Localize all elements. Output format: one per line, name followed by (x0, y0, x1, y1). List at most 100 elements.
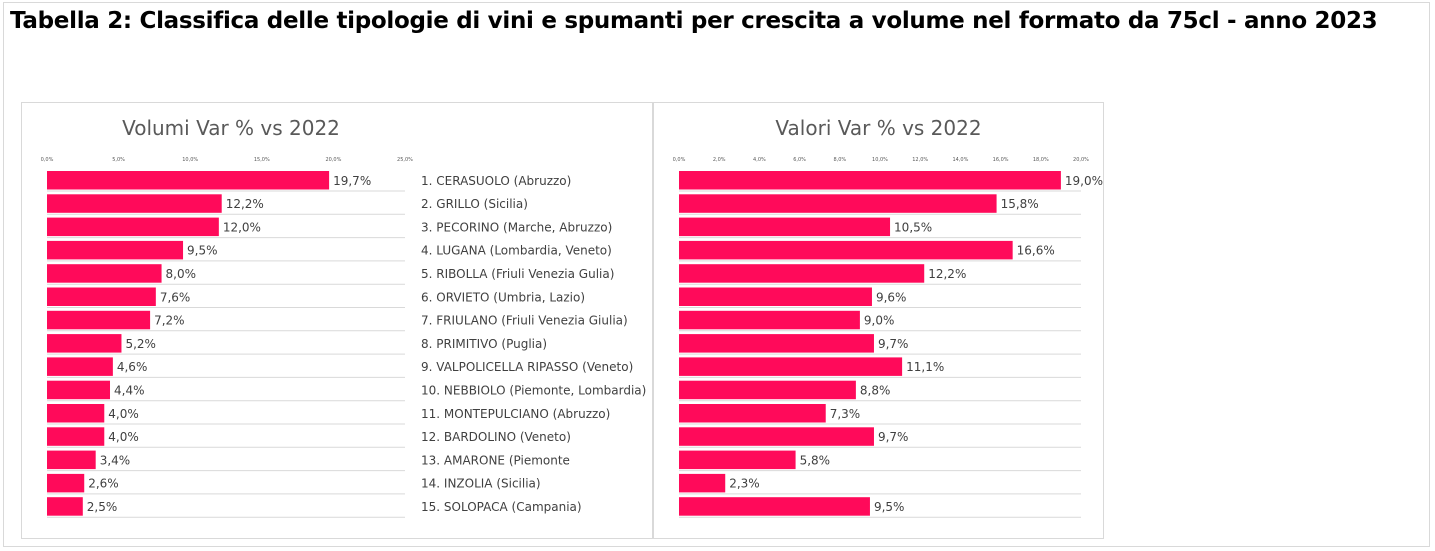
category-label: 11. MONTEPULCIANO (Abruzzo) (421, 407, 610, 421)
chart-title-valori: Valori Var % vs 2022 (775, 116, 982, 140)
bar (47, 357, 113, 376)
category-label: 15. SOLOPACA (Campania) (421, 500, 582, 514)
x-tick-label: 18,0% (1033, 157, 1049, 163)
data-label: 9,5% (187, 244, 218, 258)
bar (47, 450, 96, 470)
page-title: Tabella 2: Classifica delle tipologie di… (10, 8, 1378, 34)
category-label: 6. ORVIETO (Umbria, Lazio) (421, 290, 585, 304)
category-label: 2. GRILLO (Sicilia) (421, 197, 528, 211)
category-label: 4. LUGANA (Lombardia, Veneto) (421, 244, 612, 258)
category-label: 5. RIBOLLA (Friuli Venezia Gulia) (421, 267, 614, 281)
x-tick-label: 6,0% (793, 157, 806, 163)
x-tick-label: 10,0% (872, 157, 888, 163)
bar (47, 194, 222, 213)
data-label: 2,3% (729, 477, 760, 491)
bar (47, 380, 111, 400)
data-label: 4,0% (108, 430, 139, 444)
data-label: 8,8% (860, 383, 891, 397)
category-label: 1. CERASUOLO (Abruzzo) (421, 174, 571, 188)
bar (679, 240, 1013, 260)
x-tick-label: 15,0% (254, 157, 270, 163)
data-label: 12,2% (928, 267, 966, 281)
x-tick-label: 4,0% (753, 157, 766, 163)
chart-valori: 0,0% 2,0% 4,0% 6,0% 8,0% 10,0% 12,0% 14,0% 16,0%… (673, 157, 1103, 518)
bar (47, 334, 122, 353)
category-label: 12. BARDOLINO (Veneto) (421, 430, 571, 444)
data-label: 9,7% (878, 337, 909, 351)
data-label: 9,0% (864, 314, 895, 328)
data-label: 9,6% (876, 290, 907, 304)
bar (47, 310, 151, 330)
bar (679, 194, 997, 213)
bar (679, 217, 891, 237)
chart-panel-volumi: Volumi Var % vs 2022 0,0% 5,0% 10,0% 15,0% 2… (21, 102, 653, 539)
x-tick-label: 12,0% (912, 157, 928, 163)
chart-panel-valori: Valori Var % vs 2022 0,0% 2,0% 4,0% 6,0% 8,0… (653, 102, 1104, 539)
data-label: 10,5% (894, 220, 932, 234)
category-label: 3. PECORINO (Marche, Abruzzo) (421, 220, 612, 234)
category-label: 14. INZOLIA (Sicilia) (421, 477, 541, 491)
data-label: 15,8% (1001, 197, 1039, 211)
chart-volumi: 0,0% 5,0% 10,0% 15,0% 20,0% 25,0% 19,7% 1. CERA… (41, 157, 646, 518)
bar (679, 450, 796, 470)
bar (47, 171, 330, 190)
data-label: 19,0% (1065, 174, 1103, 188)
bar (679, 380, 856, 400)
x-tick-label: 5,0% (112, 157, 125, 163)
category-label: 7. FRIULANO (Friuli Venezia Giulia) (421, 314, 628, 328)
x-tick-label: 20,0% (1073, 157, 1089, 163)
bar (47, 287, 156, 306)
x-tick-label: 0,0% (41, 157, 54, 163)
bar (679, 357, 903, 376)
x-tick-label: 16,0% (993, 157, 1009, 163)
bar (679, 404, 826, 423)
bar (679, 334, 874, 353)
category-label: 9. VALPOLICELLA RIPASSO (Veneto) (421, 360, 633, 374)
data-label: 12,0% (223, 220, 261, 234)
x-tick-label: 8,0% (833, 157, 846, 163)
data-label: 2,6% (88, 477, 119, 491)
data-label: 4,4% (114, 383, 144, 397)
data-label: 9,7% (878, 430, 909, 444)
category-label: 13. AMARONE (Piemonte (421, 453, 570, 467)
data-label: 7,6% (160, 290, 191, 304)
data-label: 5,8% (800, 453, 831, 467)
bar (47, 497, 83, 516)
data-label: 19,7% (333, 174, 371, 188)
outer-frame (3, 2, 1430, 547)
data-label: 11,1% (906, 360, 944, 374)
data-label: 16,6% (1017, 244, 1055, 258)
x-tick-label: 0,0% (673, 157, 686, 163)
bar (679, 473, 726, 493)
x-tick-label: 10,0% (182, 157, 198, 163)
data-label: 4,0% (108, 407, 139, 421)
bar (47, 217, 219, 237)
data-label: 4,6% (117, 360, 148, 374)
category-label: 8. PRIMITIVO (Puglia) (421, 337, 547, 351)
data-label: 9,5% (874, 500, 905, 514)
x-tick-label: 14,0% (952, 157, 968, 163)
data-label: 5,2% (125, 337, 155, 351)
data-label: 2,5% (87, 500, 118, 514)
x-tick-label: 20,0% (325, 157, 341, 163)
x-tick-label: 25,0% (397, 157, 413, 163)
data-label: 12,2% (226, 197, 264, 211)
x-tick-label: 2,0% (713, 157, 726, 163)
data-label: 3,4% (100, 453, 131, 467)
bar (47, 264, 162, 283)
bar (47, 427, 105, 446)
bar (679, 287, 872, 306)
data-label: 8,0% (166, 267, 197, 281)
data-label: 7,3% (830, 407, 861, 421)
bar (47, 404, 105, 423)
bar (679, 427, 874, 446)
bar (679, 264, 925, 283)
category-label: 10. NEBBIOLO (Piemonte, Lombardia) (421, 383, 646, 397)
data-label: 7,2% (154, 314, 185, 328)
bar (47, 473, 85, 493)
chart-title-volumi: Volumi Var % vs 2022 (122, 116, 340, 140)
bar (47, 240, 184, 260)
bar (679, 171, 1061, 190)
bar (679, 310, 860, 330)
bar (679, 497, 870, 516)
